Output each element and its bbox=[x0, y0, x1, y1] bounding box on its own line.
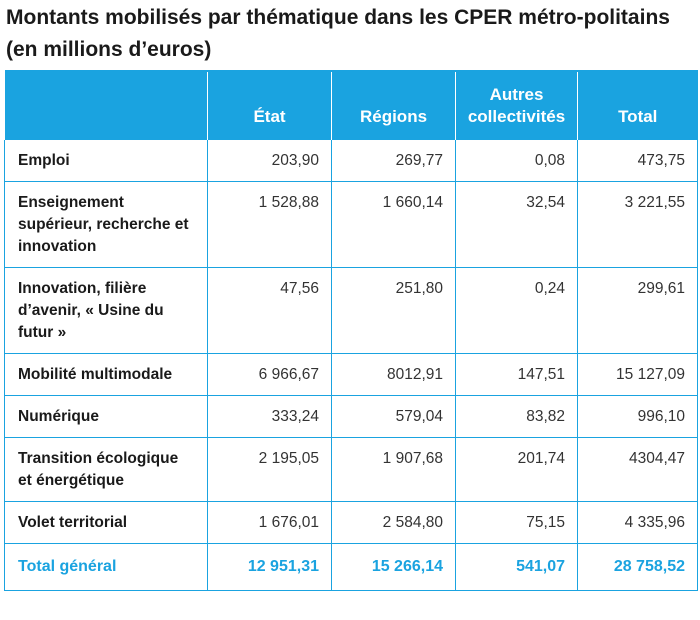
table-row: Mobilité multimodale 6 966,67 8012,91 14… bbox=[4, 353, 698, 396]
cell-regions: 1 660,14 bbox=[331, 181, 456, 268]
cell-autres: 32,54 bbox=[455, 181, 578, 268]
data-table: État Régions Autres collectivités Total … bbox=[4, 70, 698, 591]
cell-total: 4 335,96 bbox=[577, 501, 698, 544]
cell-total: 299,61 bbox=[577, 267, 698, 354]
table-row: Numérique 333,24 579,04 83,82 996,10 bbox=[4, 395, 698, 438]
cell-total: 3 221,55 bbox=[577, 181, 698, 268]
cell-total: 15 127,09 bbox=[577, 353, 698, 396]
cell-total: 473,75 bbox=[577, 140, 698, 182]
cell-regions: 2 584,80 bbox=[331, 501, 456, 544]
column-header-total: Total bbox=[577, 71, 698, 140]
row-label: Innovation, filière d’avenir, « Usine du… bbox=[4, 267, 208, 354]
table-row: Volet territorial 1 676,01 2 584,80 75,1… bbox=[4, 501, 698, 544]
cell-etat: 6 966,67 bbox=[207, 353, 332, 396]
table-title: Montants mobilisés par thématique dans l… bbox=[6, 6, 670, 61]
cell-etat: 1 676,01 bbox=[207, 501, 332, 544]
cell-autres: 75,15 bbox=[455, 501, 578, 544]
table-row: Enseignement supérieur, recherche et inn… bbox=[4, 181, 698, 268]
cell-regions: 1 907,68 bbox=[331, 437, 456, 502]
column-header-etat: État bbox=[207, 71, 332, 140]
cell-autres: 83,82 bbox=[455, 395, 578, 438]
header-row: État Régions Autres collectivités Total bbox=[4, 71, 698, 140]
cell-regions: 269,77 bbox=[331, 140, 456, 182]
cell-total: 996,10 bbox=[577, 395, 698, 438]
total-row-label: Total général bbox=[4, 543, 208, 591]
total-cell-regions: 15 266,14 bbox=[331, 543, 456, 591]
row-label: Transition écologique et énergétique bbox=[4, 437, 208, 502]
cell-autres: 201,74 bbox=[455, 437, 578, 502]
total-cell-autres: 541,07 bbox=[455, 543, 578, 591]
row-label: Numérique bbox=[4, 395, 208, 438]
total-row: Total général 12 951,31 15 266,14 541,07… bbox=[4, 543, 698, 591]
column-header-autres: Autres collectivités bbox=[455, 71, 578, 140]
cell-etat: 2 195,05 bbox=[207, 437, 332, 502]
table-row: Innovation, filière d’avenir, « Usine du… bbox=[4, 267, 698, 354]
cell-etat: 1 528,88 bbox=[207, 181, 332, 268]
total-cell-total: 28 758,52 bbox=[577, 543, 698, 591]
column-header-regions: Régions bbox=[331, 71, 456, 140]
cell-total: 4304,47 bbox=[577, 437, 698, 502]
cell-autres: 147,51 bbox=[455, 353, 578, 396]
cell-regions: 8012,91 bbox=[331, 353, 456, 396]
cell-etat: 203,90 bbox=[207, 140, 332, 182]
row-label: Mobilité multimodale bbox=[4, 353, 208, 396]
cell-etat: 333,24 bbox=[207, 395, 332, 438]
cell-autres: 0,08 bbox=[455, 140, 578, 182]
cell-autres: 0,24 bbox=[455, 267, 578, 354]
cell-regions: 251,80 bbox=[331, 267, 456, 354]
total-cell-etat: 12 951,31 bbox=[207, 543, 332, 591]
row-label: Volet territorial bbox=[4, 501, 208, 544]
cell-regions: 579,04 bbox=[331, 395, 456, 438]
table-row: Transition écologique et énergétique 2 1… bbox=[4, 437, 698, 502]
table-row: Emploi 203,90 269,77 0,08 473,75 bbox=[4, 140, 698, 182]
cell-etat: 47,56 bbox=[207, 267, 332, 354]
row-label: Emploi bbox=[4, 140, 208, 182]
row-label: Enseignement supérieur, recherche et inn… bbox=[4, 181, 208, 268]
column-header-theme bbox=[4, 71, 208, 140]
